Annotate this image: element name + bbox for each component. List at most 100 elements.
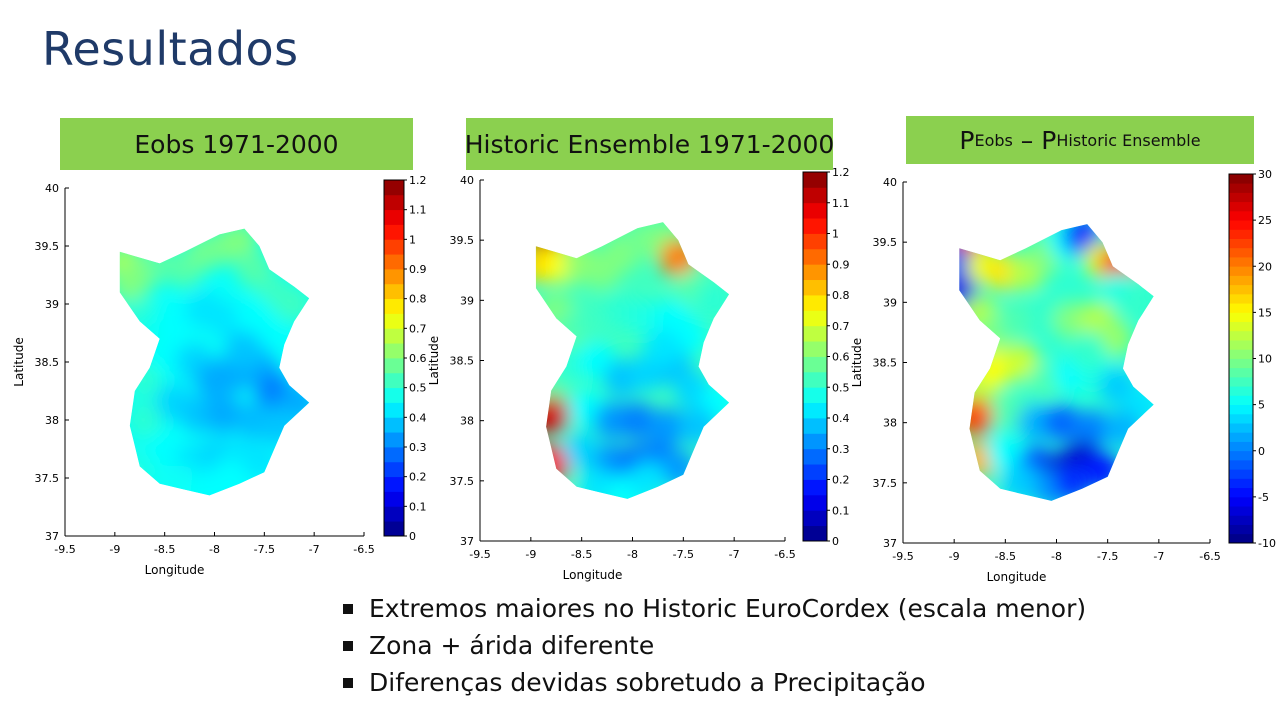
- bullet-item: Diferenças devidas sobretudo a Precipita…: [340, 664, 1086, 701]
- banner-difference: P Eobs – P Historic Ensemble: [906, 116, 1254, 164]
- colorbar-segment: [1229, 201, 1253, 212]
- colorbar-segment: [1229, 395, 1253, 406]
- colorbar-segment: [1229, 303, 1253, 313]
- x-tick-label: -8: [627, 548, 638, 561]
- x-tick-label: -9: [525, 548, 536, 561]
- colorbar-segment: [1229, 238, 1253, 249]
- y-tick-label: 38: [883, 417, 897, 430]
- x-tick-label: -9: [949, 550, 960, 563]
- colorbar-tick-label: 15: [1258, 306, 1272, 319]
- y-axis-label: Latitude: [850, 338, 864, 387]
- colorbar-segment: [1229, 459, 1253, 470]
- colorbar-tick-label: 0.6: [832, 351, 850, 364]
- colorbar-segment: [384, 343, 404, 359]
- data-point: [562, 431, 601, 470]
- colorbar-segment: [384, 209, 404, 225]
- colorbar-tick-label: 1: [832, 228, 839, 241]
- colorbar-tick-label: 1.1: [832, 197, 850, 210]
- colorbar: 0 0.1 0.2 0.3 0.4 0.5 0.6 0.7 0.8 0.9 1 1.1 1.2: [383, 174, 427, 543]
- colorbar-segment: [1229, 413, 1253, 424]
- colorbar-segment: [803, 494, 827, 511]
- colorbar: 0 0.1 0.2 0.3 0.4 0.5 0.6 0.7 0.8 0.9 1 1.1 1.2: [802, 166, 850, 548]
- bullet-square-icon: [343, 603, 353, 614]
- banner-diff-p2: P: [1041, 125, 1057, 155]
- colorbar-tick-label: 0: [832, 535, 839, 548]
- colorbar-segment: [384, 521, 404, 537]
- colorbar-segment: [1229, 293, 1253, 304]
- colorbar-tick-label: 0.1: [832, 504, 850, 517]
- colorbar-segment: [803, 479, 827, 496]
- y-tick-label: 40: [460, 174, 474, 187]
- region-field: [959, 224, 1154, 501]
- bullet-text: Diferenças devidas sobretudo a Precipita…: [369, 668, 926, 697]
- colorbar-segment: [1229, 210, 1253, 221]
- colorbar-tick-label: 0.6: [409, 352, 427, 365]
- data-point: [618, 401, 657, 440]
- colorbar-segment: [1229, 496, 1253, 507]
- x-tick-label: -9: [109, 543, 120, 556]
- colorbar-tick-label: 0.2: [409, 471, 427, 484]
- colorbar-segment: [1229, 349, 1253, 359]
- colorbar-tick-label: -10: [1258, 537, 1276, 550]
- data-point: [996, 301, 1035, 340]
- colorbar-tick-label: 1.1: [409, 204, 427, 217]
- colorbar-segment: [803, 464, 827, 480]
- colorbar-tick-label: 0.5: [409, 382, 427, 395]
- y-tick-label: 39: [45, 298, 59, 311]
- colorbar-segment: [1229, 247, 1253, 258]
- colorbar-tick-label: 0.9: [832, 258, 850, 271]
- y-tick-label: 37.5: [35, 472, 60, 485]
- colorbar-segment: [1229, 220, 1253, 230]
- colorbar-segment: [1229, 312, 1253, 323]
- colorbar-segment: [1229, 183, 1253, 193]
- colorbar-tick-label: 0.8: [409, 293, 427, 306]
- y-tick-label: 37: [460, 535, 474, 548]
- colorbar-segment: [1229, 229, 1253, 239]
- data-point: [1052, 463, 1091, 501]
- colorbar-segment: [1229, 432, 1253, 442]
- bullet-text: Zona + árida diferente: [369, 631, 655, 660]
- colorbar-segment: [384, 461, 404, 478]
- colorbar-segment: [803, 264, 827, 281]
- colorbar-segment: [803, 387, 827, 404]
- data-point: [125, 401, 164, 439]
- x-tick-label: -8.5: [571, 548, 592, 561]
- colorbar-segment: [1229, 469, 1253, 479]
- colorbar-segment: [1229, 321, 1253, 332]
- data-point: [649, 407, 688, 446]
- colorbar-segment: [1229, 506, 1253, 516]
- x-axis-label: Longitude: [145, 563, 205, 577]
- x-tick-label: -6.5: [774, 548, 795, 561]
- colorbar-segment: [1229, 266, 1253, 276]
- colorbar-segment: [803, 525, 827, 542]
- colorbar-segment: [803, 233, 827, 250]
- x-tick-label: -7: [309, 543, 320, 556]
- colorbar-segment: [1229, 340, 1253, 350]
- data-point: [1042, 403, 1081, 442]
- x-tick-label: -7: [1153, 550, 1164, 563]
- colorbar-segment: [384, 254, 404, 270]
- colorbar-segment: [384, 180, 404, 196]
- colorbar-segment: [384, 402, 404, 418]
- bullet-item: Extremos maiores no Historic EuroCordex …: [340, 590, 1086, 627]
- banner-diff-sub2: Historic Ensemble: [1056, 130, 1201, 150]
- colorbar-segment: [803, 310, 827, 327]
- colorbar-tick-label: 0.4: [409, 411, 427, 424]
- y-tick-label: 39.5: [35, 240, 60, 253]
- x-tick-label: -8: [1051, 550, 1062, 563]
- y-axis-label: Latitude: [427, 336, 441, 385]
- x-tick-label: -8.5: [154, 543, 175, 556]
- bullet-item: Zona + árida diferente: [340, 627, 1086, 664]
- colorbar-tick-label: 0.9: [409, 263, 427, 276]
- x-axis-label: Longitude: [987, 570, 1047, 584]
- colorbar-segment: [1229, 404, 1253, 415]
- region-field: [535, 222, 730, 499]
- colorbar-segment: [1229, 367, 1253, 378]
- colorbar-segment: [803, 371, 827, 388]
- bullet-square-icon: [343, 677, 353, 688]
- slide-title: Resultados: [42, 22, 299, 76]
- colorbar: -10 -5 0 5 10 15 20 25 30: [1228, 168, 1276, 550]
- colorbar-tick-label: 0.7: [409, 322, 427, 335]
- colorbar-segment: [803, 418, 827, 434]
